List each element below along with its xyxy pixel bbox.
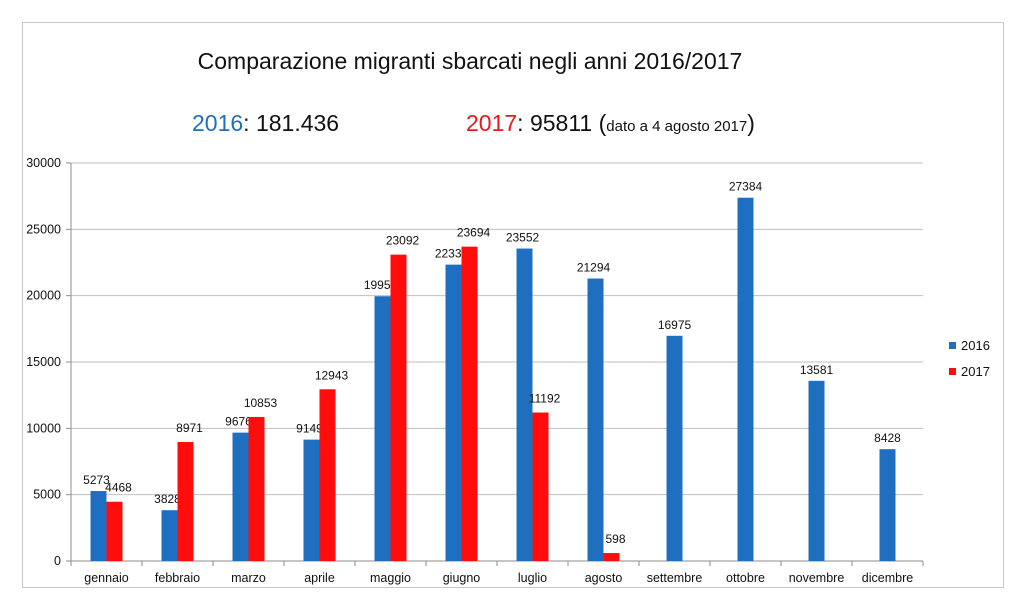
bar-2017 — [532, 412, 549, 561]
bar-2016 — [808, 380, 825, 561]
data-label-2017: 10853 — [244, 396, 278, 410]
bar-2016 — [737, 197, 754, 561]
x-tick-label: ottobre — [726, 571, 765, 585]
data-label-2017: 4468 — [105, 481, 132, 495]
data-label-2016: 8428 — [874, 431, 901, 445]
x-tick-label: maggio — [370, 571, 411, 585]
bar-2017 — [390, 254, 407, 562]
legend-label-2016: 2016 — [961, 338, 990, 353]
data-label-2017: 598 — [605, 532, 625, 546]
x-tick-label: novembre — [789, 571, 845, 585]
total-2016-year: 2016 — [192, 110, 244, 136]
x-tick-label: agosto — [585, 571, 623, 585]
x-tick-label: settembre — [647, 571, 703, 585]
x-tick-label: gennaio — [84, 571, 129, 585]
x-tick-label: febbraio — [155, 571, 200, 585]
x-tick-label: aprile — [304, 571, 335, 585]
bar-2017 — [106, 501, 123, 561]
y-tick-label: 30000 — [26, 156, 61, 170]
data-label-2017: 11192 — [529, 392, 561, 406]
bar-2016 — [587, 278, 604, 561]
data-label-2016: 13581 — [800, 363, 834, 377]
y-tick-label: 25000 — [26, 222, 61, 236]
bar-2016 — [516, 248, 533, 562]
total-2016-value: 181.436 — [255, 110, 340, 136]
bar-2016 — [666, 335, 683, 561]
legend-swatch-2016 — [949, 342, 956, 349]
total-2017: 2017: 95811 (dato a 4 agosto 2017) — [466, 110, 755, 137]
data-label-2016: 16975 — [658, 318, 692, 332]
data-label-2016: 21294 — [577, 260, 611, 274]
data-label-2016: 23552 — [506, 231, 540, 245]
legend-swatch-2017 — [949, 368, 956, 375]
y-tick-label: 15000 — [26, 355, 61, 369]
bar-2016 — [161, 510, 178, 561]
bar-2016 — [232, 432, 249, 561]
bar-2017 — [461, 246, 478, 561]
bar-2016 — [303, 439, 320, 561]
bar-2017 — [603, 553, 620, 561]
y-tick-label: 5000 — [33, 488, 61, 502]
x-tick-label: luglio — [518, 571, 547, 585]
bar-2017 — [177, 441, 194, 561]
data-label-2017: 23092 — [386, 234, 420, 248]
bar-2017 — [248, 417, 265, 561]
chart-title: Comparazione migranti sbarcati negli ann… — [197, 48, 743, 74]
data-label-2016: 19957 — [364, 278, 398, 292]
x-tick-label: giugno — [443, 571, 481, 585]
y-tick-label: 10000 — [26, 421, 61, 435]
total-2017-note: dato a 4 agosto 2017 — [606, 118, 748, 135]
y-tick-label: 0 — [54, 554, 61, 568]
data-label-2016: 27384 — [729, 180, 763, 194]
total-2017-year: 2017 — [466, 110, 518, 136]
data-label-2016: 3828 — [154, 492, 181, 506]
x-tick-label: marzo — [231, 571, 266, 585]
total-2017-note-close: ) — [747, 110, 755, 136]
data-label-2016: 22339 — [435, 247, 469, 261]
bar-2016 — [90, 491, 107, 561]
data-label-2017: 12943 — [315, 368, 349, 382]
bar-2016 — [374, 296, 391, 561]
legend-label-2017: 2017 — [961, 364, 990, 379]
data-label-2016: 9676 — [225, 415, 252, 429]
bar-2016 — [445, 264, 462, 561]
total-2017-separator: : — [517, 110, 524, 136]
total-2016-separator: : — [243, 110, 250, 136]
y-tick-label: 20000 — [26, 289, 61, 303]
x-tick-label: dicembre — [862, 571, 913, 585]
data-label-2017: 8971 — [176, 421, 203, 435]
total-2017-note-open: ( — [598, 110, 607, 136]
bar-2016 — [879, 449, 896, 561]
data-label-2016: 5273 — [83, 473, 110, 487]
total-2016: 2016: 181.436 — [192, 110, 339, 137]
data-label-2016: 9149 — [296, 422, 323, 436]
bar-2017 — [319, 389, 336, 561]
total-2017-value: 95811 — [529, 110, 593, 136]
data-label-2017: 23694 — [457, 226, 491, 240]
